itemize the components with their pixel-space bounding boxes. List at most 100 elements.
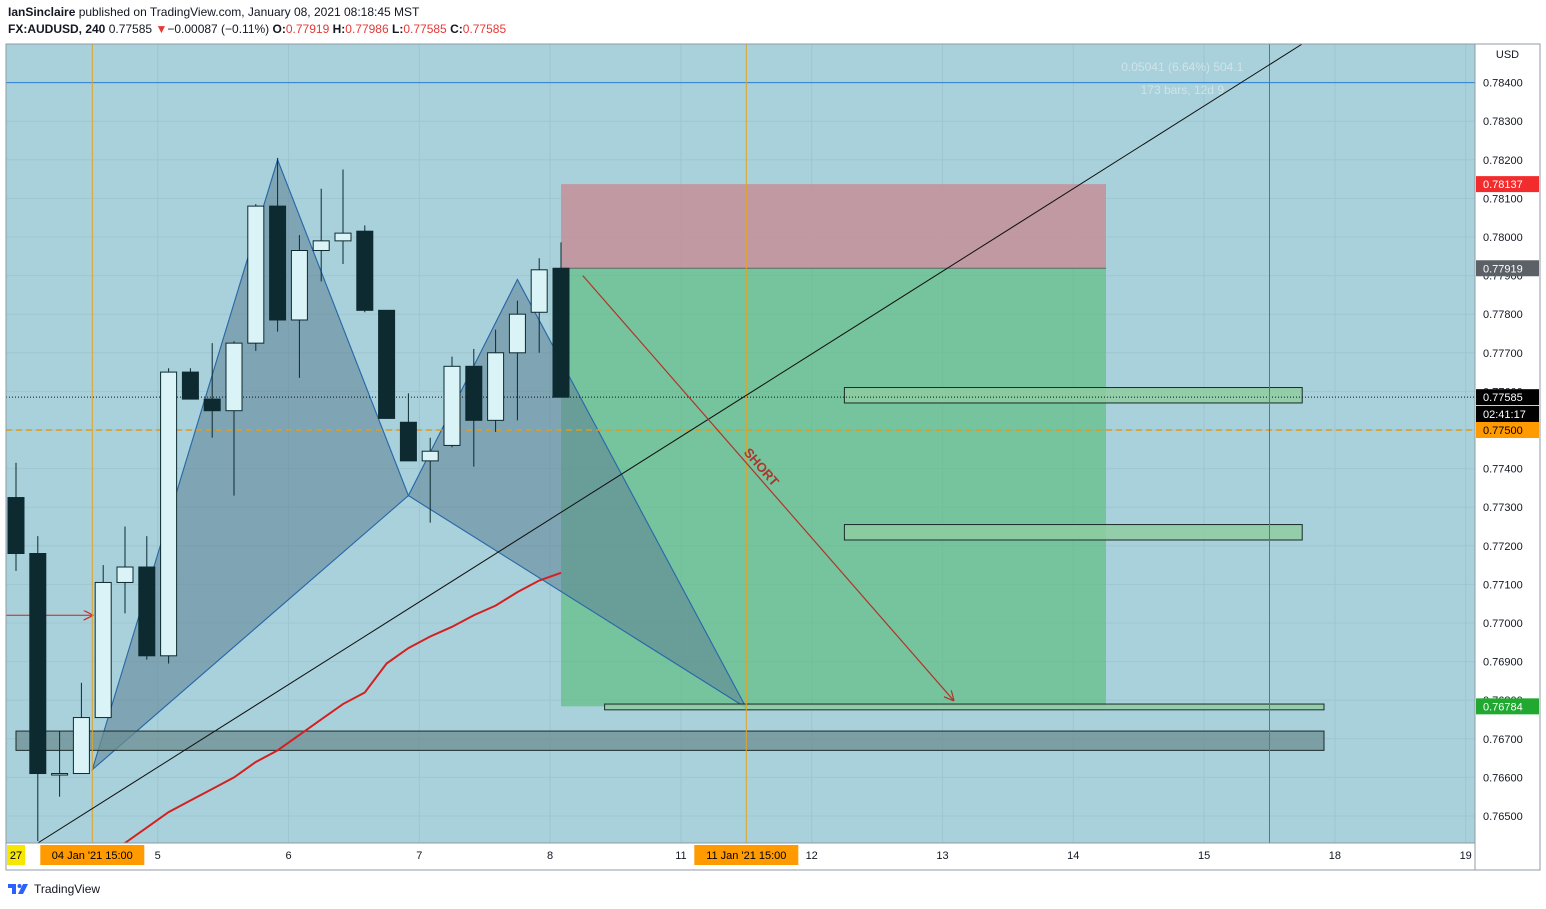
pattern-bd-line: [408, 495, 747, 709]
candle-bull: [443, 365, 461, 446]
price-label-bg: [1476, 176, 1539, 193]
time-tick-label: 7: [416, 850, 422, 862]
symbol-label: FX:AUDUSD, 240: [8, 22, 106, 36]
candle-bear: [29, 553, 47, 775]
close-key: C:: [450, 22, 463, 36]
price-tick-label: 0.76500: [1483, 811, 1523, 823]
price-label: 0.77500: [1483, 425, 1523, 437]
candle-bull: [247, 205, 265, 344]
publish-header: IanSinclaire published on TradingView.co…: [8, 5, 419, 20]
time-label-bg: [7, 845, 25, 865]
zone-box: [843, 524, 1303, 541]
price-tick-label: 0.77400: [1483, 464, 1523, 476]
price-tick-label: 0.76700: [1483, 734, 1523, 746]
candle-bull: [160, 371, 178, 657]
ema: [122, 571, 562, 843]
time-label: 11 Jan '21 15:00: [706, 850, 786, 862]
time-label-bg: [40, 845, 145, 865]
low-value: 0.77585: [403, 22, 447, 36]
countdown-label: 02:41:17: [1483, 409, 1526, 421]
time-tick-label: 14: [1067, 850, 1079, 862]
open-value: 0.77919: [285, 22, 330, 36]
price-tick-label: 0.77300: [1483, 502, 1523, 514]
price-tick-label: 0.76600: [1483, 772, 1523, 784]
price-tick-label: 0.78000: [1483, 232, 1523, 244]
open-key: O:: [272, 22, 286, 36]
candle-bull: [116, 566, 134, 583]
candle-bull: [487, 352, 505, 421]
candle-bear: [181, 371, 199, 400]
candle-bull: [508, 313, 526, 354]
change-value: −0.00087 (−0.11%): [167, 22, 270, 36]
zone-box: [15, 730, 1325, 751]
change-down-icon: ▼: [155, 22, 168, 36]
candle-bull: [72, 717, 90, 775]
price-label-bg: [1476, 389, 1539, 406]
price-tick-label: 0.78400: [1483, 78, 1523, 90]
time-tick-label: 19: [1460, 850, 1472, 862]
currency-label: USD: [1496, 49, 1519, 61]
zone-box: [604, 703, 1325, 711]
vertical-lines: [91, 44, 1270, 843]
candle-bull: [225, 342, 243, 412]
price-label: 0.76784: [1483, 701, 1523, 713]
position-stats: 173 bars, 12d 9: [1141, 83, 1225, 97]
candle-bear: [138, 566, 156, 657]
candle-bull: [334, 232, 352, 242]
countdown-label-bg: [1476, 405, 1539, 422]
ema-line: [122, 571, 562, 843]
price-tick-label: 0.76900: [1483, 657, 1523, 669]
tradingview-logo-icon: [8, 884, 28, 894]
candle-bear: [465, 365, 483, 421]
high-value: 0.77986: [345, 22, 389, 36]
candle-bear: [203, 398, 221, 412]
price-label: 0.77585: [1483, 392, 1523, 404]
author-name[interactable]: IanSinclaire: [8, 5, 76, 19]
time-tick-label: 12: [806, 850, 818, 862]
candles: [7, 157, 570, 842]
price-axis: [1474, 43, 1541, 871]
high-key: H:: [332, 22, 346, 36]
price-tick-label: 0.77000: [1483, 618, 1523, 630]
candle-bull: [290, 250, 308, 321]
candle-bear: [356, 230, 374, 311]
time-tick-label: 5: [155, 850, 161, 862]
levels: [6, 82, 1475, 616]
candle-bear: [378, 309, 396, 419]
price-tick-label: 0.78300: [1483, 116, 1523, 128]
trend-line: [37, 44, 1303, 843]
zones: [15, 387, 1325, 751]
time-tick-label: 13: [936, 850, 948, 862]
low-key: L:: [392, 22, 404, 36]
candle-bull: [312, 240, 330, 252]
position-stats: 0.05041 (6.64%) 504.1: [1121, 60, 1243, 74]
time-tick-label: 11: [675, 850, 686, 862]
candle-bull: [94, 581, 112, 719]
candle-bull: [51, 773, 69, 776]
published-text: published on TradingView.com, January 08…: [75, 5, 420, 19]
price-tick-label: 0.77100: [1483, 579, 1523, 591]
zone-box: [843, 387, 1303, 404]
pattern-xb-line: [91, 495, 409, 771]
time-label-bg: [694, 845, 799, 865]
trendline: [37, 44, 1303, 843]
time-tick-label: 15: [1198, 850, 1210, 862]
price-label-bg: [1476, 698, 1539, 715]
brand-name[interactable]: TradingView: [34, 882, 101, 896]
price-label: 0.78137: [1483, 179, 1523, 191]
price-label-bg: [1476, 260, 1539, 277]
candle-bear: [7, 497, 25, 555]
candle-bear: [552, 267, 570, 398]
close-value: 0.77585: [462, 22, 507, 36]
price-tick-label: 0.77700: [1483, 348, 1523, 360]
time-tick-label: 8: [547, 850, 553, 862]
candle-bear: [399, 421, 417, 462]
short-arrow-line: [582, 275, 954, 701]
time-tick-label: 6: [285, 850, 291, 862]
last-price: 0.77585: [108, 22, 153, 36]
price-label: 0.77919: [1483, 263, 1523, 275]
stop-loss-zone: [561, 184, 1106, 269]
ohlc-header: FX:AUDUSD, 240 0.77585 ▼−0.00087 (−0.11%…: [8, 22, 506, 37]
price-tick-label: 0.78100: [1483, 193, 1523, 205]
